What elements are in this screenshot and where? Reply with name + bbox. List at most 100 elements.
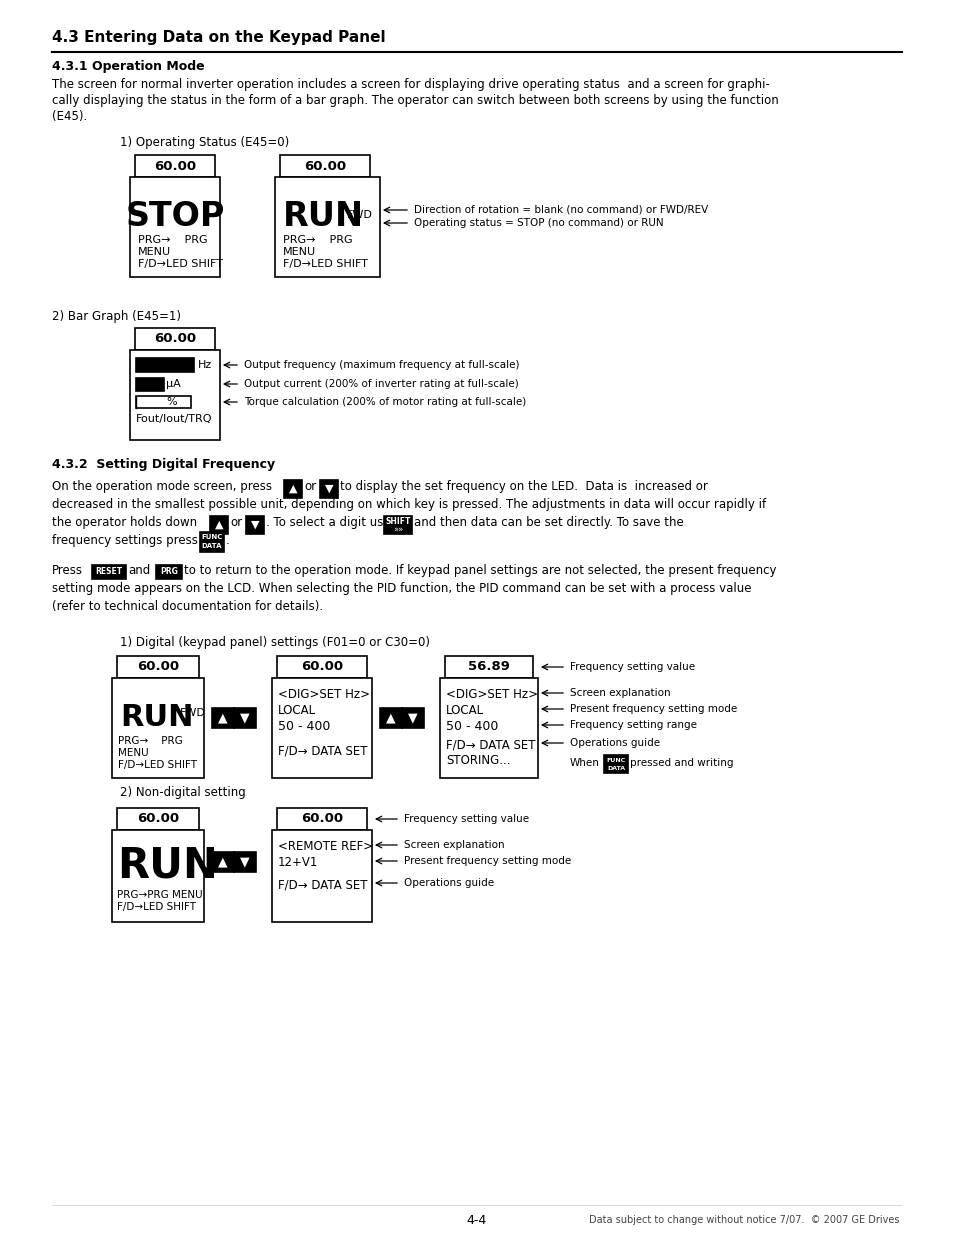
Bar [401,708,423,727]
Text: RUN: RUN [283,200,364,233]
Bar [233,708,255,727]
Text: <DIG>SET Hz>: <DIG>SET Hz> [277,688,370,701]
Text: 1) Digital (keypad panel) settings (F01=0 or C30=0): 1) Digital (keypad panel) settings (F01=… [120,636,430,650]
Text: RUN: RUN [120,704,193,732]
Bar [112,678,204,778]
Text: frequency settings press: frequency settings press [52,534,197,547]
Text: (E45).: (E45). [52,110,87,124]
Bar [200,532,224,552]
Text: <REMOTE REF>: <REMOTE REF> [277,840,373,853]
Text: ▼: ▼ [408,711,417,725]
Text: Fout/Iout/TRQ: Fout/Iout/TRQ [136,414,213,424]
Text: »»: »» [393,526,403,535]
Bar [384,516,412,534]
Text: PRG→    PRG: PRG→ PRG [118,736,183,746]
Text: and: and [128,564,150,577]
Text: 56.89: 56.89 [468,661,510,673]
Bar [117,808,199,830]
Text: PRG→    PRG: PRG→ PRG [283,235,353,245]
Text: F/D→ DATA SET: F/D→ DATA SET [277,878,367,890]
Text: Operating status = STOP (no command) or RUN: Operating status = STOP (no command) or … [414,219,663,228]
Bar [444,656,533,678]
Text: to to return to the operation mode. If keypad panel settings are not selected, t: to to return to the operation mode. If k… [184,564,776,577]
Text: FUNC: FUNC [606,757,625,762]
Bar [439,678,537,778]
Text: pressed and writing: pressed and writing [629,758,733,768]
Bar [136,378,164,391]
Text: FUNC: FUNC [201,534,222,540]
Text: 2) Bar Graph (E45=1): 2) Bar Graph (E45=1) [52,310,181,324]
Bar [284,480,302,498]
Text: F/D→LED SHIFT: F/D→LED SHIFT [118,760,196,769]
Text: MENU: MENU [118,748,149,758]
Bar [136,358,193,372]
Text: ▼: ▼ [251,520,259,530]
Text: The screen for normal inverter operation includes a screen for displaying drive : The screen for normal inverter operation… [52,78,769,91]
Text: ▲: ▲ [289,484,297,494]
Bar [130,350,220,440]
Bar [272,678,372,778]
Bar [280,156,370,177]
Text: and then data can be set directly. To save the: and then data can be set directly. To sa… [414,516,683,529]
Text: DATA: DATA [201,543,222,550]
Text: F/D→ DATA SET: F/D→ DATA SET [277,743,367,757]
Text: Output current (200% of inverter rating at full-scale): Output current (200% of inverter rating … [244,379,518,389]
Text: RESET: RESET [95,568,122,577]
Text: 60.00: 60.00 [300,813,343,825]
Text: . To select a digit use: . To select a digit use [266,516,390,529]
Bar [272,830,372,923]
Text: MENU: MENU [283,247,315,257]
Text: STORING...: STORING... [446,755,510,767]
Text: ▼: ▼ [240,856,250,868]
Bar [112,830,204,923]
Text: ▲: ▲ [386,711,395,725]
Bar [276,656,367,678]
Text: 60.00: 60.00 [153,332,196,346]
Text: When: When [569,758,599,768]
Text: MENU: MENU [138,247,171,257]
Text: to display the set frequency on the LED.  Data is  increased or: to display the set frequency on the LED.… [339,480,707,493]
Text: PRG: PRG [160,568,178,577]
Text: Operations guide: Operations guide [403,878,494,888]
Text: Frequency setting range: Frequency setting range [569,720,697,730]
Text: 60.00: 60.00 [153,159,196,173]
Text: setting mode appears on the LCD. When selecting the PID function, the PID comman: setting mode appears on the LCD. When se… [52,582,751,595]
Text: 12+V1: 12+V1 [277,856,318,869]
Text: 2) Non-digital setting: 2) Non-digital setting [120,785,246,799]
Text: Direction of rotation = blank (no command) or FWD/REV: Direction of rotation = blank (no comman… [414,205,707,215]
Text: Data subject to change without notice 7/07.  © 2007 GE Drives: Data subject to change without notice 7/… [589,1215,899,1225]
Text: PRG→PRG MENU: PRG→PRG MENU [117,890,202,900]
Text: ▲: ▲ [214,520,223,530]
Text: ▲: ▲ [218,711,228,725]
Text: 4.3.2  Setting Digital Frequency: 4.3.2 Setting Digital Frequency [52,458,274,471]
Bar [246,516,264,534]
Bar [276,808,367,830]
Text: STOP: STOP [125,200,225,233]
Text: cally displaying the status in the form of a bar graph. The operator can switch : cally displaying the status in the form … [52,94,778,107]
Text: 50 - 400: 50 - 400 [277,720,330,734]
Bar [135,156,214,177]
Text: (refer to technical documentation for details).: (refer to technical documentation for de… [52,600,323,613]
Bar [319,480,337,498]
Text: SHIFT: SHIFT [385,516,410,526]
Text: F/D→LED SHIFT: F/D→LED SHIFT [117,902,195,911]
Text: Screen explanation: Screen explanation [403,840,504,850]
Text: the operator holds down: the operator holds down [52,516,197,529]
Bar [210,516,228,534]
Text: Present frequency setting mode: Present frequency setting mode [569,704,737,714]
Text: LOCAL: LOCAL [446,704,483,718]
Text: ▼: ▼ [324,484,333,494]
Bar [136,396,191,408]
Bar [233,852,255,872]
Text: FWD: FWD [347,210,373,220]
Bar [156,564,182,579]
Text: or: or [230,516,242,529]
Bar [135,329,214,350]
Text: RUN: RUN [117,845,217,887]
Text: Torque calculation (200% of motor rating at full-scale): Torque calculation (200% of motor rating… [244,396,526,408]
Text: μA: μA [166,379,180,389]
Text: .: . [226,534,230,547]
Text: 4.3.1 Operation Mode: 4.3.1 Operation Mode [52,61,204,73]
Text: 60.00: 60.00 [300,661,343,673]
Text: 60.00: 60.00 [137,813,179,825]
